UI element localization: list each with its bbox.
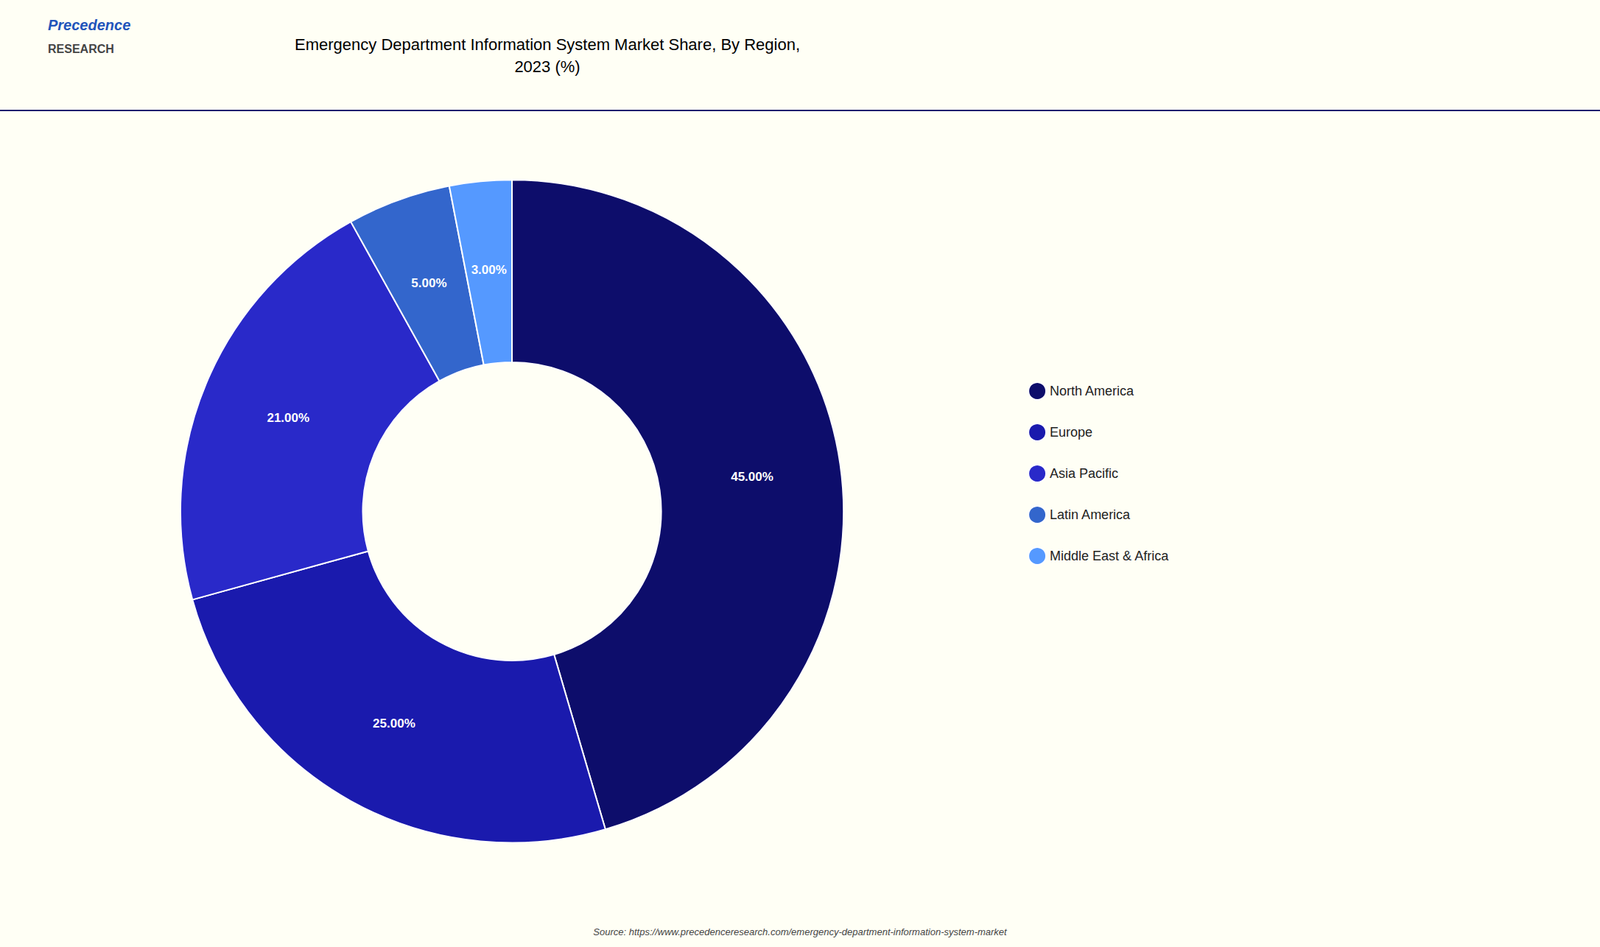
svg-text:3.00%: 3.00%	[471, 262, 507, 277]
svg-text:Source: https://www.precedence: Source: https://www.precedenceresearch.c…	[593, 926, 1008, 938]
svg-text:5.00%: 5.00%	[411, 276, 447, 291]
svg-text:21.00%: 21.00%	[266, 411, 310, 426]
svg-text:North America: North America	[1049, 383, 1135, 399]
svg-text:Latin America: Latin America	[1049, 507, 1131, 523]
svg-text:RESEARCH: RESEARCH	[47, 42, 115, 56]
svg-text:Emergency Department Informati: Emergency Department Information System …	[294, 35, 800, 54]
svg-text:Precedence: Precedence	[47, 16, 131, 34]
svg-text:2023 (%): 2023 (%)	[514, 57, 580, 76]
svg-text:Europe: Europe	[1049, 425, 1093, 440]
svg-text:25.00%: 25.00%	[372, 716, 416, 731]
svg-text:Asia Pacific: Asia Pacific	[1049, 466, 1119, 482]
svg-text:Middle East & Africa: Middle East & Africa	[1049, 548, 1170, 564]
svg-text:45.00%: 45.00%	[730, 469, 774, 484]
